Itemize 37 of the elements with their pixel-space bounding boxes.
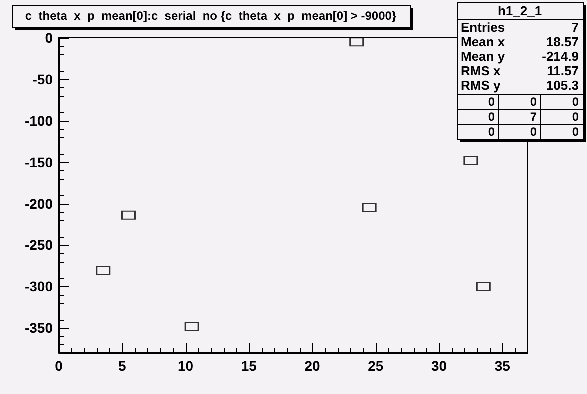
text: 0 xyxy=(572,125,580,139)
annotation: RMS y xyxy=(461,78,502,93)
text: 105.3 xyxy=(546,78,579,93)
x-tick-label: 15 xyxy=(241,358,258,374)
text: 0 xyxy=(530,125,538,139)
text: 7 xyxy=(530,110,538,124)
x-tick-label: 35 xyxy=(494,358,511,374)
text: 11.57 xyxy=(547,63,579,78)
x-tick-label: 5 xyxy=(118,358,126,374)
annotation: RMS x xyxy=(461,63,502,78)
y-tick-label: 0 xyxy=(45,30,54,46)
y-tick-label: -50 xyxy=(32,71,54,88)
y-tick-label: -200 xyxy=(24,196,54,212)
chart-title: c_theta_x_p_mean[0]:c_serial_no {c_theta_x_p_mean[0] > -9000} xyxy=(25,9,397,23)
x-tick-label: 10 xyxy=(178,358,194,374)
y-tick-label: -250 xyxy=(24,237,54,254)
y-tick-label: -300 xyxy=(24,278,54,295)
y-tick-label: -150 xyxy=(24,154,54,170)
x-tick-label: 0 xyxy=(55,358,64,374)
y-tick-label: -100 xyxy=(24,112,54,129)
x-tick-label: 25 xyxy=(368,358,384,374)
annotation: 0 xyxy=(488,110,496,124)
annotation: 0 xyxy=(488,125,496,139)
text: 0 xyxy=(572,110,580,124)
y-tick-label: -350 xyxy=(24,320,54,336)
text: 0 xyxy=(572,95,580,109)
annotation: Mean y xyxy=(461,48,506,64)
text: 18.57 xyxy=(546,34,579,50)
x-tick-label: 30 xyxy=(431,358,448,374)
annotation: Mean x xyxy=(461,34,506,50)
text: 7 xyxy=(572,20,579,35)
text: -214.9 xyxy=(542,48,579,64)
text: 0 xyxy=(530,95,538,109)
annotation: 0 xyxy=(488,95,496,109)
x-tick-label: 20 xyxy=(304,358,321,374)
text: Entries xyxy=(461,20,506,35)
text: h1_2_1 xyxy=(498,4,542,18)
